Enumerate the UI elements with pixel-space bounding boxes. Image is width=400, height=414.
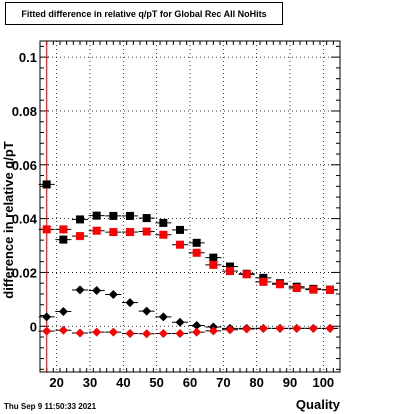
data-point-diamond xyxy=(125,298,135,308)
data-point-diamond xyxy=(142,306,152,316)
data-point-diamond xyxy=(42,326,52,336)
data-point-square xyxy=(209,260,218,269)
data-point-square xyxy=(126,228,134,237)
data-point-square xyxy=(159,218,168,227)
data-point-diamond xyxy=(92,327,102,337)
data-point-diamond xyxy=(142,329,152,339)
data-point-square xyxy=(176,240,184,249)
data-point-diamond xyxy=(292,323,302,333)
data-point-square xyxy=(226,262,234,271)
x-tick-label: 100 xyxy=(312,375,334,390)
data-point-diamond xyxy=(192,320,202,330)
y-tick-label: 0.02 xyxy=(12,265,37,280)
data-point-square xyxy=(209,253,218,262)
data-point-diamond xyxy=(325,323,335,333)
data-point-square xyxy=(92,211,101,220)
data-point-diamond xyxy=(242,324,252,334)
x-tick-label: 50 xyxy=(149,375,163,390)
data-point-square xyxy=(42,180,51,189)
data-point-diamond xyxy=(75,328,85,338)
data-point-square xyxy=(309,285,318,294)
x-tick-label: 30 xyxy=(83,375,97,390)
x-tick-label: 70 xyxy=(216,375,230,390)
chart-title: Fitted difference in relative q/pT for G… xyxy=(5,2,283,25)
x-tick-label: 80 xyxy=(249,375,263,390)
data-point-square xyxy=(76,232,84,241)
data-point-diamond xyxy=(92,285,102,295)
x-axis-label: Quality xyxy=(295,397,340,412)
data-point-square xyxy=(292,284,301,293)
data-point-square xyxy=(159,230,168,239)
data-point-square xyxy=(59,235,68,244)
data-point-diamond xyxy=(125,329,135,339)
data-point-diamond xyxy=(308,323,318,333)
data-point-square xyxy=(142,214,151,223)
data-point-square xyxy=(76,215,84,224)
data-point-diamond xyxy=(158,312,168,322)
data-point-square xyxy=(109,228,118,237)
data-point-square xyxy=(176,225,184,234)
data-point-diamond xyxy=(275,323,285,333)
data-point-diamond xyxy=(108,327,118,337)
data-point-square xyxy=(259,273,268,282)
data-point-square xyxy=(276,280,284,289)
data-point-square xyxy=(142,227,151,236)
timestamp-footer: Thu Sep 9 11:50:33 2021 xyxy=(4,402,97,411)
y-tick-label: 0.1 xyxy=(19,50,37,65)
data-point-diamond xyxy=(158,329,168,339)
data-point-square xyxy=(59,225,68,234)
data-point-diamond xyxy=(192,327,202,337)
data-point-diamond xyxy=(175,317,185,327)
data-point-diamond xyxy=(58,306,68,316)
y-tick-label: 0.06 xyxy=(12,158,37,173)
data-point-diamond xyxy=(42,312,52,322)
data-point-square xyxy=(326,285,334,294)
data-point-diamond xyxy=(258,323,268,333)
y-tick-label: 0.08 xyxy=(12,104,37,119)
y-tick-label: 0 xyxy=(30,319,37,334)
y-axis-label: difference in relative q/pT xyxy=(1,141,16,299)
data-point-square xyxy=(192,248,201,257)
data-point-square xyxy=(92,226,101,235)
y-tick-label: 0.04 xyxy=(12,212,38,227)
data-point-square xyxy=(192,238,201,247)
data-point-diamond xyxy=(58,325,68,335)
data-point-square xyxy=(109,211,118,220)
x-tick-label: 60 xyxy=(183,375,197,390)
x-tick-label: 20 xyxy=(49,375,63,390)
data-point-square xyxy=(226,267,234,276)
data-point-square xyxy=(259,277,268,286)
data-point-diamond xyxy=(108,289,118,299)
data-point-diamond xyxy=(225,325,235,335)
data-point-diamond xyxy=(175,329,185,339)
x-tick-label: 90 xyxy=(283,375,297,390)
x-tick-label: 40 xyxy=(116,375,130,390)
plot-frame xyxy=(39,40,341,373)
data-point-diamond xyxy=(208,326,218,336)
data-point-diamond xyxy=(75,285,85,295)
data-point-square xyxy=(42,225,51,234)
data-point-square xyxy=(126,211,134,220)
plot-area xyxy=(40,41,340,372)
data-point-square xyxy=(242,270,251,279)
